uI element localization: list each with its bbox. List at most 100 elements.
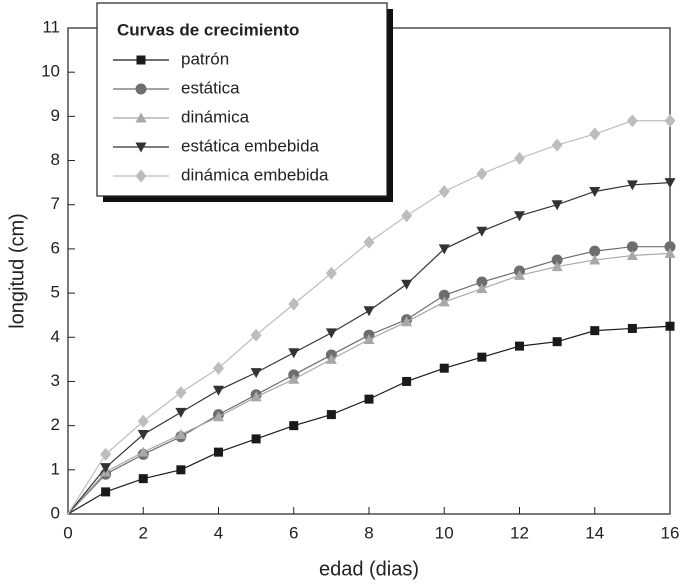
x-tick-label: 12 <box>510 523 529 542</box>
marker <box>176 465 186 475</box>
marker <box>626 180 638 191</box>
marker <box>363 333 375 344</box>
marker <box>401 209 413 223</box>
x-tick-label: 6 <box>289 523 298 542</box>
marker <box>476 276 488 288</box>
y-tick-label: 6 <box>51 238 60 257</box>
marker <box>135 83 147 95</box>
marker <box>325 266 337 280</box>
y-tick-label: 5 <box>51 283 60 302</box>
marker <box>401 279 413 290</box>
marker <box>665 321 675 331</box>
y-axis-label: longitud (cm) <box>6 213 28 329</box>
marker <box>551 254 563 266</box>
marker <box>175 428 187 439</box>
marker <box>627 323 637 333</box>
x-tick-label: 10 <box>435 523 454 542</box>
marker <box>326 410 336 420</box>
legend-title: Curvas de crecimiento <box>117 20 299 39</box>
legend-label: dinámica <box>181 107 250 126</box>
y-tick-label: 2 <box>51 415 60 434</box>
x-tick-label: 0 <box>63 523 72 542</box>
marker <box>476 283 488 294</box>
legend-label: dinámica embebida <box>181 165 329 184</box>
marker <box>551 200 563 211</box>
x-tick-label: 16 <box>661 523 680 542</box>
marker <box>213 411 224 422</box>
y-tick-label: 10 <box>41 62 60 81</box>
marker <box>589 245 601 257</box>
marker <box>589 127 601 141</box>
marker <box>626 250 638 261</box>
marker <box>477 352 487 362</box>
y-tick-label: 4 <box>51 327 60 346</box>
marker <box>136 55 146 65</box>
marker <box>100 463 112 474</box>
marker <box>439 363 449 373</box>
marker <box>551 261 563 272</box>
marker <box>589 186 601 197</box>
x-tick-label: 4 <box>214 523 223 542</box>
x-tick-label: 8 <box>364 523 373 542</box>
marker <box>590 326 600 336</box>
marker <box>288 297 300 311</box>
marker <box>250 328 262 342</box>
marker <box>514 151 525 165</box>
legend-label: estática <box>181 78 240 97</box>
marker <box>515 341 524 351</box>
marker <box>514 211 525 222</box>
marker <box>138 474 148 484</box>
marker <box>288 348 300 359</box>
marker <box>626 241 638 253</box>
y-tick-label: 3 <box>51 371 60 390</box>
marker <box>438 244 450 255</box>
marker <box>438 296 450 307</box>
marker <box>135 142 147 153</box>
x-axis-label: edad (dias) <box>319 558 419 580</box>
marker <box>364 394 374 404</box>
marker <box>137 429 149 440</box>
y-tick-label: 11 <box>42 17 60 36</box>
marker <box>175 407 187 418</box>
marker <box>402 376 412 386</box>
marker <box>438 184 450 198</box>
y-tick-label: 0 <box>51 503 60 522</box>
marker <box>589 254 601 265</box>
legend-label: patrón <box>181 49 229 68</box>
marker <box>664 178 676 189</box>
marker <box>289 421 299 431</box>
marker <box>214 447 223 457</box>
marker <box>288 373 300 384</box>
series-line <box>67 182 671 515</box>
marker <box>664 247 676 258</box>
marker <box>325 328 337 339</box>
series-line <box>67 325 671 515</box>
marker <box>363 235 375 249</box>
marker <box>100 447 112 461</box>
marker <box>101 487 111 497</box>
marker <box>135 169 147 183</box>
legend-label: estática embebida <box>181 136 320 155</box>
series-line <box>67 246 670 515</box>
x-tick-label: 14 <box>585 523 604 542</box>
marker <box>401 316 413 327</box>
marker <box>137 414 149 428</box>
marker <box>250 391 262 402</box>
marker <box>664 241 676 253</box>
marker <box>137 446 149 457</box>
y-tick-label: 1 <box>51 459 60 478</box>
y-tick-label: 8 <box>51 150 60 169</box>
marker <box>213 361 224 375</box>
marker <box>175 386 187 399</box>
marker <box>363 306 375 317</box>
marker <box>325 353 337 364</box>
marker <box>664 114 676 128</box>
marker <box>476 167 488 181</box>
marker <box>552 337 562 347</box>
marker <box>476 226 488 237</box>
marker <box>250 368 262 379</box>
marker <box>551 138 563 152</box>
marker <box>213 385 224 396</box>
marker <box>514 269 525 280</box>
